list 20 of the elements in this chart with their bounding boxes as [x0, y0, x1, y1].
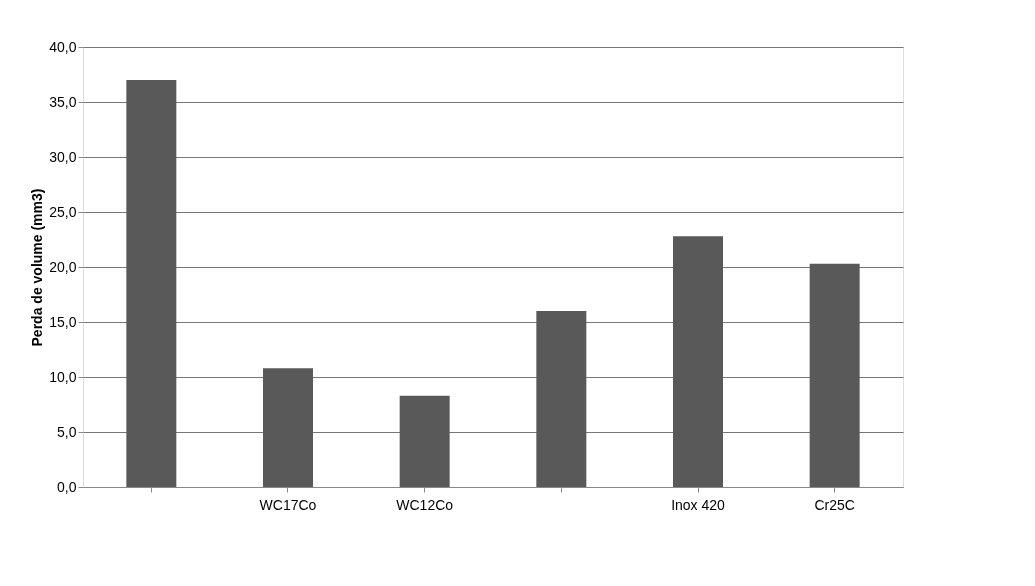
bar [536, 311, 587, 487]
bar [126, 80, 177, 487]
y-tick-label: 0,0 [57, 478, 77, 495]
bar [399, 395, 450, 487]
bar [809, 263, 860, 487]
y-tick-label: 10,0 [49, 368, 77, 385]
y-tick-label: 25,0 [49, 203, 77, 220]
y-tick-label: 5,0 [57, 423, 77, 440]
y-axis-title: Perda de volume (mm3) [29, 188, 46, 347]
y-tick-label: 35,0 [49, 93, 77, 110]
x-tick-label: WC17Co [259, 496, 317, 513]
y-tick-label: 15,0 [49, 313, 77, 330]
y-tick-label: 30,0 [49, 148, 77, 165]
y-tick-label: 20,0 [49, 258, 77, 275]
bar [263, 368, 313, 487]
x-tick-label: WC12Co [396, 496, 454, 513]
y-tick-label: 40,0 [49, 38, 77, 55]
x-tick-label: Inox 420 [671, 496, 726, 513]
x-tick-label: Cr25C [814, 496, 855, 513]
bar [673, 236, 723, 487]
